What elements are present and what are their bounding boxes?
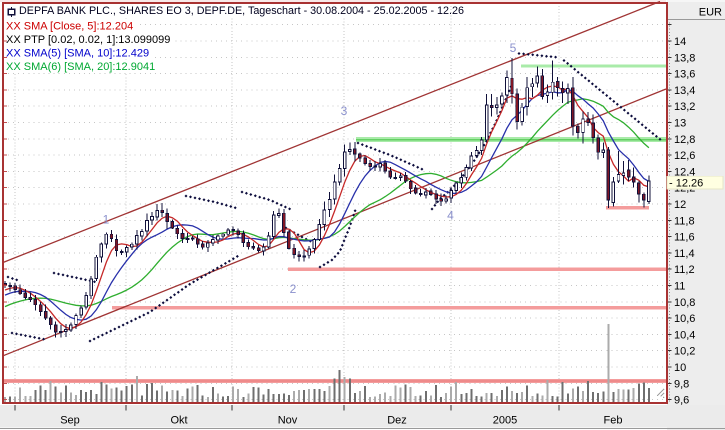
svg-text:Nov: Nov xyxy=(278,415,298,427)
svg-text:12,4: 12,4 xyxy=(674,166,695,178)
svg-text:9,8: 9,8 xyxy=(674,378,689,390)
svg-text:11,4: 11,4 xyxy=(674,248,695,260)
svg-text:10,8: 10,8 xyxy=(674,297,695,309)
svg-text:- 12.26: - 12.26 xyxy=(669,178,703,190)
svg-text:EUR: EUR xyxy=(699,7,722,19)
svg-text:2005: 2005 xyxy=(493,415,517,427)
svg-text:XX PTP [0.02, 0.02, 1]:13.0990: XX PTP [0.02, 0.02, 1]:13.099099 xyxy=(6,34,170,46)
svg-text:5: 5 xyxy=(510,41,517,55)
svg-text:14: 14 xyxy=(674,36,686,48)
svg-text:10: 10 xyxy=(674,362,686,374)
svg-text:10,4: 10,4 xyxy=(674,329,695,341)
svg-text:13,8: 13,8 xyxy=(674,52,695,64)
svg-text:Okt: Okt xyxy=(170,415,187,427)
svg-text:10,2: 10,2 xyxy=(674,346,695,358)
svg-text:10,6: 10,6 xyxy=(674,313,695,325)
svg-text:13,6: 13,6 xyxy=(674,69,695,81)
svg-text:1: 1 xyxy=(103,213,110,227)
svg-text:4: 4 xyxy=(447,209,454,223)
svg-text:3: 3 xyxy=(341,104,348,118)
svg-text:9,6: 9,6 xyxy=(674,395,689,407)
svg-text:XX SMA(5) [SMA, 10]:12.429: XX SMA(5) [SMA, 10]:12.429 xyxy=(6,48,149,60)
svg-text:13: 13 xyxy=(674,118,686,130)
svg-text:11: 11 xyxy=(674,281,685,293)
svg-text:DEPFA BANK PLC., SHARES EO 3,: DEPFA BANK PLC., SHARES EO 3, DEPF.DE, T… xyxy=(19,5,464,17)
svg-text:11,2: 11,2 xyxy=(674,264,695,276)
svg-text:13,4: 13,4 xyxy=(674,85,695,97)
svg-text:13,2: 13,2 xyxy=(674,101,695,113)
svg-text:12,6: 12,6 xyxy=(674,150,695,162)
svg-text:12,8: 12,8 xyxy=(674,134,695,146)
svg-text:11,8: 11,8 xyxy=(674,215,695,227)
svg-text:Dez: Dez xyxy=(387,415,407,427)
svg-text:Sep: Sep xyxy=(60,415,80,427)
svg-text:XX SMA [Close, 5]:12.204: XX SMA [Close, 5]:12.204 xyxy=(6,21,133,33)
svg-text:11,6: 11,6 xyxy=(674,232,695,244)
svg-text:XX SMA(6) [SMA, 20]:12.9041: XX SMA(6) [SMA, 20]:12.9041 xyxy=(6,61,155,73)
svg-text:12: 12 xyxy=(674,199,686,211)
svg-text:Feb: Feb xyxy=(604,415,623,427)
svg-text:2: 2 xyxy=(290,282,297,296)
